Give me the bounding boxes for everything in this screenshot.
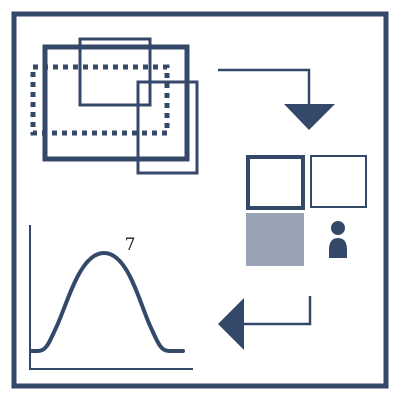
curve-peak-label: 7 [125,235,136,255]
arrow-down-icon [218,70,335,130]
bell-curve [31,253,183,351]
dotted-rectangle [33,67,167,133]
arrow-left-icon [218,296,310,350]
plot-axes [30,225,193,369]
outer-frame [14,14,386,386]
thick-square [248,157,303,208]
overlapping-rectangles [33,39,197,173]
filled-square [246,213,304,266]
person-icon [329,221,347,258]
bell-curve-plot: 7 [30,225,193,369]
squares-grid [246,156,366,266]
thin-square [311,156,366,207]
